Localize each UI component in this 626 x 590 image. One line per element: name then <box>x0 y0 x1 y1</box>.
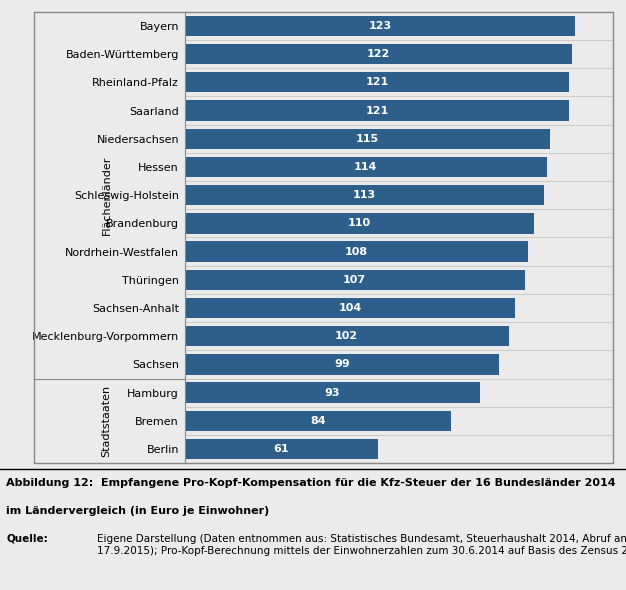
Bar <box>185 157 546 177</box>
Text: 114: 114 <box>354 162 377 172</box>
Text: 104: 104 <box>338 303 361 313</box>
Text: Quelle:: Quelle: <box>6 534 48 544</box>
Bar <box>185 213 534 234</box>
Text: 99: 99 <box>334 359 350 369</box>
Text: Eigene Darstellung (Daten entnommen aus: Statistisches Bundesamt, Steuerhaushalt: Eigene Darstellung (Daten entnommen aus:… <box>97 534 626 556</box>
Bar <box>185 326 509 346</box>
Bar <box>185 72 569 93</box>
Text: Stadtstaaten: Stadtstaaten <box>101 385 111 457</box>
Text: 110: 110 <box>348 218 371 228</box>
Bar <box>185 44 572 64</box>
Bar <box>185 100 569 121</box>
Text: Flächenländer: Flächenländer <box>101 156 111 235</box>
Text: 61: 61 <box>274 444 289 454</box>
Bar <box>185 270 525 290</box>
Text: 115: 115 <box>356 134 379 144</box>
Bar <box>185 439 379 459</box>
Text: im Ländervergleich (in Euro je Einwohner): im Ländervergleich (in Euro je Einwohner… <box>6 506 270 516</box>
Text: Abbildung 12:  Empfangene Pro-Kopf-Kompensation für die Kfz-Steuer der 16 Bundes: Abbildung 12: Empfangene Pro-Kopf-Kompen… <box>6 478 616 488</box>
Text: 121: 121 <box>365 77 389 87</box>
Text: 102: 102 <box>335 331 358 341</box>
Text: 121: 121 <box>365 106 389 116</box>
Bar <box>185 411 451 431</box>
Text: 84: 84 <box>310 416 326 426</box>
Text: 108: 108 <box>345 247 367 257</box>
Bar <box>185 298 515 318</box>
Bar <box>185 241 528 262</box>
Bar <box>185 354 499 375</box>
Text: 93: 93 <box>325 388 340 398</box>
Bar <box>185 129 550 149</box>
Text: 122: 122 <box>367 49 390 59</box>
Text: 107: 107 <box>343 275 366 285</box>
Bar <box>185 16 575 36</box>
Bar <box>185 382 480 403</box>
Text: 113: 113 <box>352 190 376 200</box>
Bar <box>185 185 543 205</box>
Text: 123: 123 <box>369 21 392 31</box>
